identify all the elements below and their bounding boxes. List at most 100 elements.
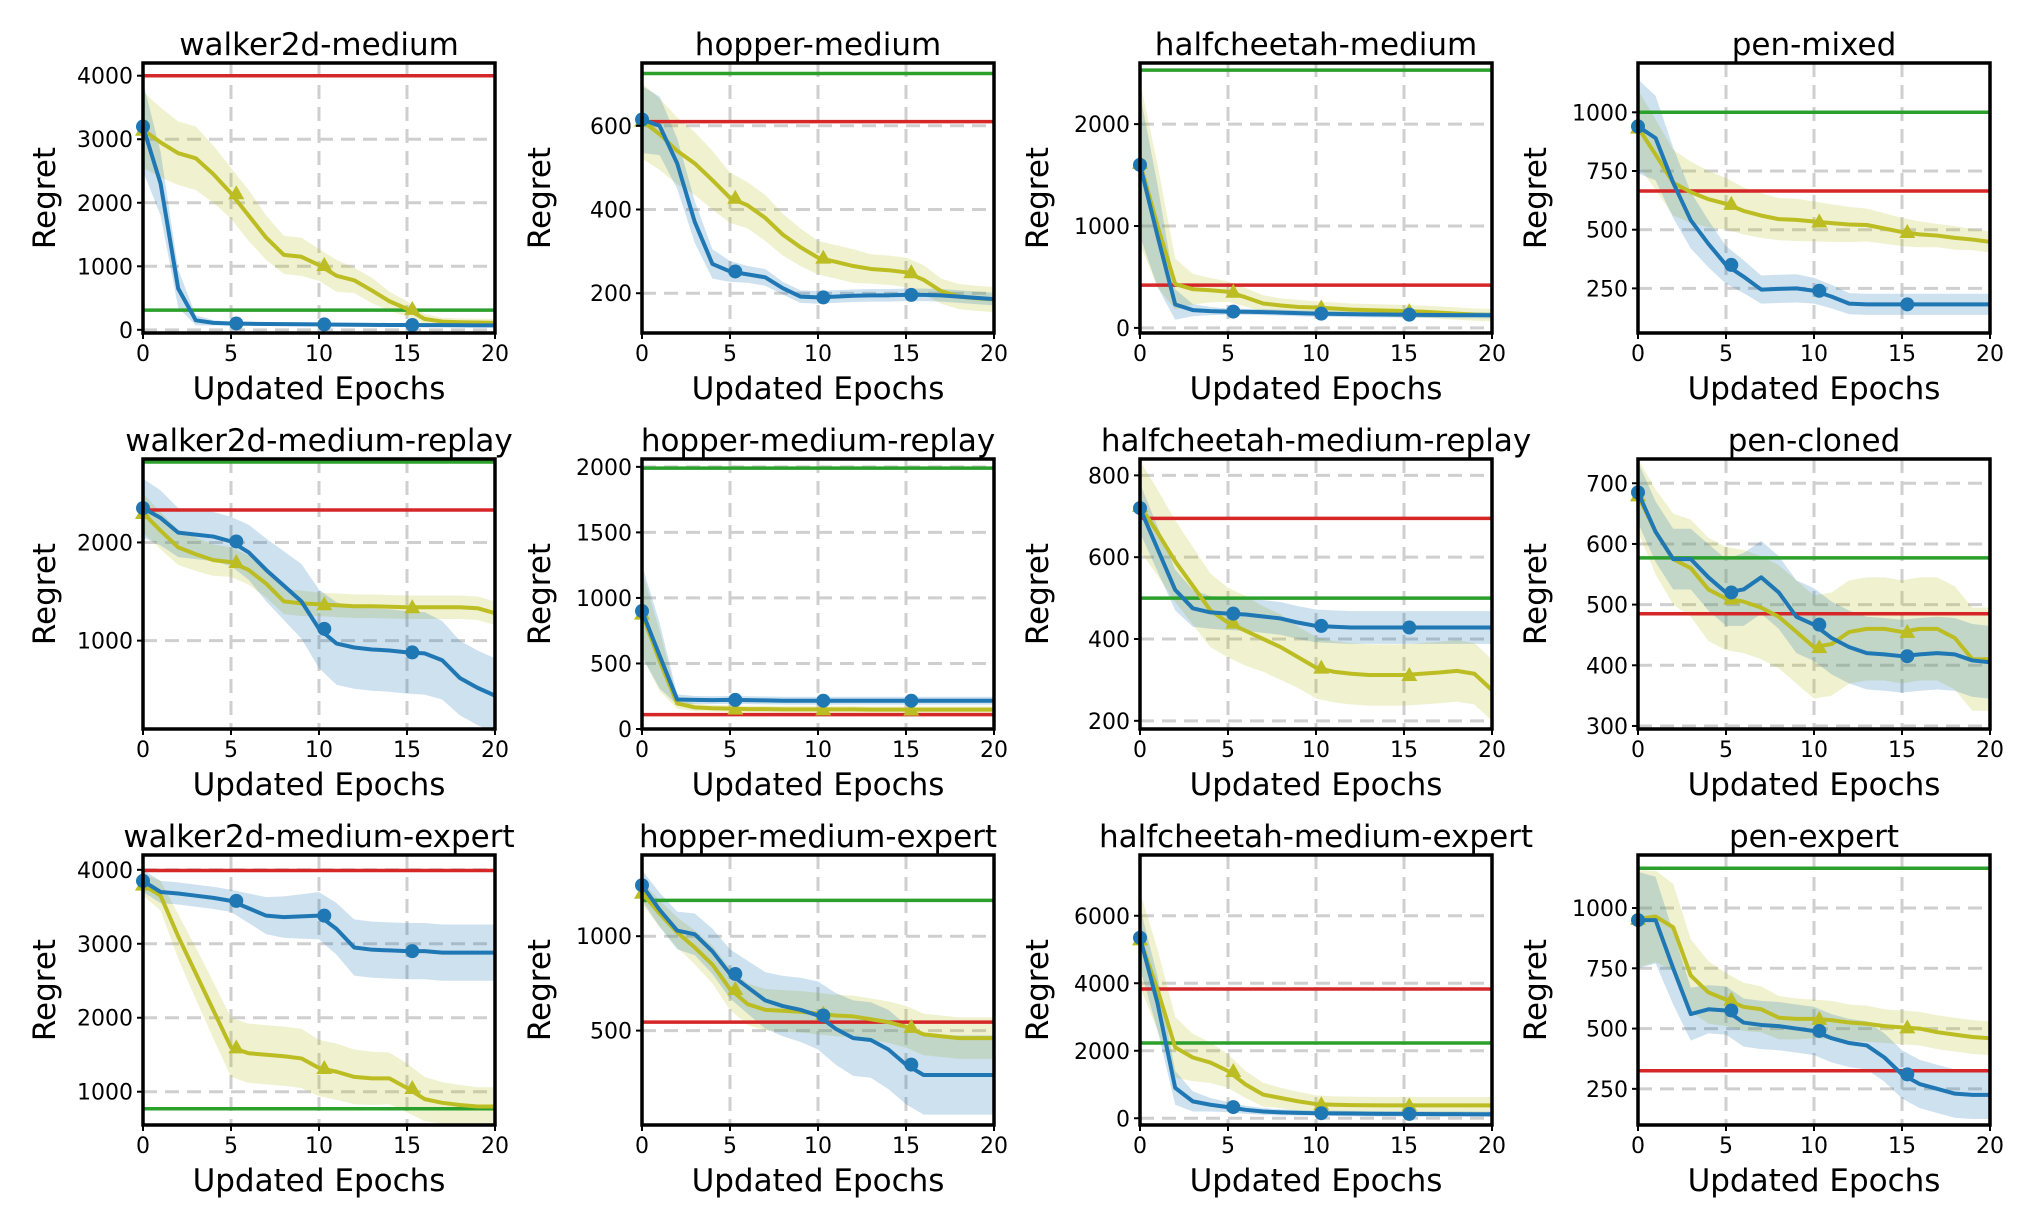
y-tick-label: 2000	[1074, 1040, 1130, 1065]
method_b-series-line	[1636, 494, 1990, 662]
x-tick-label: 20	[980, 738, 1008, 763]
method_a-confidence-band	[1140, 907, 1492, 1117]
x-tick-label: 10	[804, 738, 832, 763]
x-tick-label: 0	[136, 1134, 150, 1159]
y-tick-label: 250	[1586, 1078, 1628, 1103]
method_a-point-marker	[317, 908, 332, 923]
x-tick-label: 10	[305, 342, 333, 367]
method_a-point-marker	[1724, 585, 1739, 600]
x-tick-label: 15	[1390, 738, 1418, 763]
subplot-hopper-medium: 0 5 10 15 20 200 400 600 hopper-medium Updated Ep…	[522, 27, 1008, 407]
y-tick-label: 0	[618, 718, 632, 743]
x-tick-label: 5	[723, 1134, 737, 1159]
method_a-confidence-band	[1638, 79, 1990, 315]
y-tick-label: 800	[1088, 464, 1130, 489]
x-tick-label: 10	[1800, 1134, 1828, 1159]
subplot-pen-cloned: 0 5 10 15 20 300 400 500 600 700 pen-cloned Updated…	[1518, 423, 2004, 803]
method_b-series-line	[141, 882, 495, 1109]
subplot-title: walker2d-medium-expert	[123, 819, 514, 855]
y-tick-label: 3000	[77, 128, 133, 153]
method_b-point-marker	[903, 264, 920, 279]
x-tick-label: 20	[481, 342, 509, 367]
x-axis-label: Updated Epochs	[193, 767, 446, 803]
y-tick-label: 0	[1116, 317, 1130, 342]
method_a-point-marker	[405, 944, 420, 959]
method_a-point-marker	[728, 692, 743, 707]
method_a-confidence-band	[1140, 483, 1492, 644]
method_a-point-marker	[1900, 297, 1915, 312]
y-tick-label: 1000	[1572, 101, 1628, 126]
y-tick-label: 0	[1116, 1107, 1130, 1132]
method_b-confidence-band	[1638, 90, 1990, 253]
method_b-point-marker	[316, 596, 333, 611]
method_b-point-marker	[1899, 1019, 1916, 1034]
method_b-series-line	[1636, 126, 1991, 244]
y-tick-label: 400	[590, 199, 632, 224]
subplot-title: pen-cloned	[1728, 423, 1901, 459]
method_b-confidence-band	[1140, 892, 1492, 1114]
x-tick-label: 10	[1302, 738, 1330, 763]
method_b-point-marker	[1811, 639, 1828, 654]
subplot-walker2d-medium: 0 5 10 15 20 0 1000 2000 3000 4000 walker2d-medium…	[27, 27, 509, 407]
method_b-point-marker	[903, 701, 920, 716]
subplot-halfcheetah-medium-expert: 0 5 10 15 20 0 2000 4000 6000 halfcheetah-medium-…	[1020, 819, 1533, 1199]
subplot-title: halfcheetah-medium-expert	[1099, 819, 1533, 855]
method_a-point-marker	[1900, 649, 1915, 664]
x-tick-label: 20	[1976, 1134, 2004, 1159]
subplot-title: pen-expert	[1729, 819, 1899, 855]
y-axis-label: Regret	[1518, 147, 1554, 249]
y-tick-label: 600	[590, 115, 632, 140]
method_b-series-line	[1138, 162, 1493, 318]
method_a-point-marker	[229, 893, 244, 908]
x-tick-label: 20	[1478, 342, 1506, 367]
x-axis-label: Updated Epochs	[1190, 1163, 1443, 1199]
method_b-series-line	[141, 128, 496, 325]
subplot-hopper-medium-expert: 0 5 10 15 20 500 1000 hopper-medium-expert Updat…	[522, 819, 1008, 1199]
x-tick-label: 20	[481, 738, 509, 763]
y-axis-label: Regret	[27, 939, 63, 1041]
method_a-point-marker	[1812, 283, 1827, 298]
method_b-point-marker	[1899, 623, 1916, 638]
method_a-point-marker	[816, 1008, 831, 1023]
method_b-confidence-band	[1140, 461, 1492, 721]
y-axis-label: Regret	[1518, 939, 1554, 1041]
subplot-title: walker2d-medium-replay	[125, 423, 513, 459]
method_a-point-marker	[1226, 1100, 1241, 1115]
x-tick-label: 20	[980, 1134, 1008, 1159]
method_a-confidence-band	[1638, 871, 1990, 1119]
subplot-pen-mixed: 0 5 10 15 20 250 500 750 1000 pen-mixed Updated Ep…	[1518, 27, 2004, 407]
method_b-point-marker	[1811, 1010, 1828, 1025]
x-axis-label: Updated Epochs	[692, 371, 945, 407]
method_a-point-marker	[728, 966, 743, 981]
x-axis-label: Updated Epochs	[692, 767, 945, 803]
y-tick-label: 200	[1088, 710, 1130, 735]
x-tick-label: 5	[1719, 738, 1733, 763]
x-tick-label: 0	[136, 738, 150, 763]
y-tick-label: 1000	[576, 587, 632, 612]
x-tick-label: 10	[305, 1134, 333, 1159]
x-tick-label: 20	[1976, 738, 2004, 763]
x-tick-label: 0	[1133, 738, 1147, 763]
method_b-point-marker	[404, 1080, 421, 1095]
x-tick-label: 15	[1888, 342, 1916, 367]
method_b-point-marker	[903, 1018, 920, 1033]
x-tick-label: 5	[1719, 342, 1733, 367]
method_a-confidence-band	[642, 870, 994, 1115]
method_b-point-marker	[1723, 991, 1740, 1006]
x-tick-label: 15	[892, 1134, 920, 1159]
x-tick-label: 10	[1800, 342, 1828, 367]
y-tick-label: 500	[1586, 594, 1628, 619]
x-tick-label: 5	[1221, 738, 1235, 763]
subplot-walker2d-medium-expert: 0 5 10 15 20 1000 2000 3000 4000 walker2d-medium-…	[27, 819, 515, 1199]
method_a-confidence-band	[1638, 462, 1990, 699]
x-tick-label: 20	[1478, 1134, 1506, 1159]
y-tick-label: 1000	[77, 255, 133, 280]
method_a-point-marker	[405, 318, 420, 333]
y-tick-label: 1000	[1074, 215, 1130, 240]
subplot-title: hopper-medium-expert	[639, 819, 997, 855]
y-axis-label: Regret	[522, 939, 558, 1041]
method_b-point-marker	[727, 981, 744, 996]
method_a-point-marker	[1226, 606, 1241, 621]
method_a-point-marker	[816, 290, 831, 305]
